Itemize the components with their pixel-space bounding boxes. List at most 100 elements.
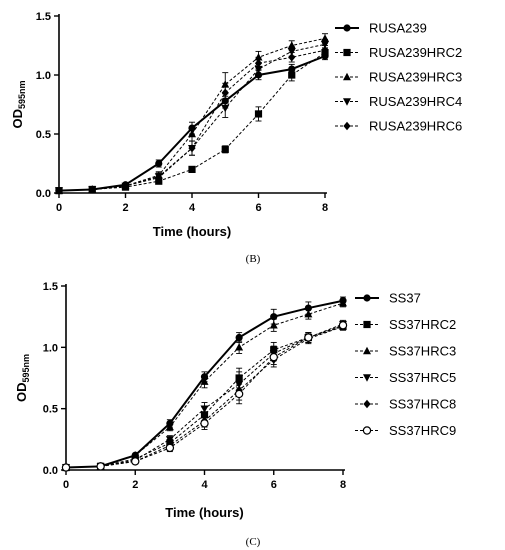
legend-label: RUSA239HRC3 <box>369 70 462 85</box>
legend-marker <box>343 98 351 106</box>
data-point <box>165 422 174 431</box>
data-point <box>221 88 229 97</box>
legend-label: RUSA239HRC2 <box>369 45 462 60</box>
data-point <box>321 46 329 55</box>
legend-item: SS37HRC8 <box>355 397 456 412</box>
series-line <box>65 323 344 469</box>
legend-label: SS37HRC2 <box>389 317 456 332</box>
series-ss37hrc8 <box>62 322 347 472</box>
legend-item: RUSA239HRC6 <box>335 119 462 134</box>
y-tick-label: 1.5 <box>43 281 58 293</box>
y-tick-label: 0.0 <box>43 465 58 477</box>
legend-label: SS37HRC8 <box>389 397 456 412</box>
data-point <box>235 343 244 351</box>
data-point <box>88 185 96 194</box>
data-point <box>188 129 196 138</box>
data-point <box>188 165 196 173</box>
data-point <box>55 186 63 195</box>
series-line <box>58 37 326 192</box>
data-point <box>234 389 244 399</box>
data-point <box>200 419 209 428</box>
legend-marker <box>363 399 371 409</box>
data-point <box>188 143 196 153</box>
legend-item: SS37HRC2 <box>355 317 456 332</box>
x-tick-label: 2 <box>132 479 138 491</box>
y-tick-label: 1.0 <box>36 70 51 82</box>
data-point <box>200 405 209 413</box>
legend-marker <box>343 72 351 81</box>
legend-marker <box>363 374 371 382</box>
data-point <box>155 173 163 182</box>
data-point <box>131 457 140 466</box>
x-tick-label: 6 <box>255 202 261 214</box>
legend-marker <box>343 24 351 32</box>
data-point <box>200 377 209 385</box>
legend-item: SS37HRC5 <box>355 370 456 385</box>
data-point <box>165 443 175 453</box>
legend-item: SS37HRC9 <box>355 423 456 438</box>
data-point <box>338 321 348 330</box>
x-tick-label: 4 <box>201 479 208 491</box>
series-rusa239hrc6 <box>55 45 329 195</box>
growth-chart-c: 0 2 4 6 8 0.0 0.5 1.0 1.5 Time (hours) OD595nm SS37… <box>14 281 456 520</box>
legend-item: RUSA239 <box>335 21 427 36</box>
x-tick-label: 6 <box>271 479 277 491</box>
legend-item: RUSA239HRC3 <box>335 70 462 85</box>
data-point <box>254 59 263 68</box>
data-point <box>235 333 243 342</box>
x-tick-label: 4 <box>189 202 196 214</box>
series-line <box>65 326 344 469</box>
panel-label-c: (C) <box>246 536 261 548</box>
data-point <box>304 333 313 342</box>
y-axis-label-subscript: 595nm <box>21 354 31 383</box>
legend-item: SS37HRC3 <box>355 344 456 359</box>
growth-chart-b: 0 2 4 6 8 0.0 0.5 1.0 1.5 Time (hours) OD595nm RUSA… <box>10 11 462 239</box>
data-point <box>304 304 312 312</box>
data-point <box>321 41 329 49</box>
y-tick-label: 0.5 <box>43 404 58 416</box>
data-point <box>165 436 174 444</box>
data-point <box>270 313 278 321</box>
series-ss37hrc3 <box>62 298 347 471</box>
data-point <box>288 53 296 62</box>
legend-marker <box>362 426 372 435</box>
data-point <box>269 321 278 329</box>
legend-label: SS37 <box>389 291 421 306</box>
data-point <box>155 159 163 168</box>
legend-item: RUSA239HRC2 <box>335 45 462 60</box>
legend-label: SS37HRC5 <box>389 370 456 385</box>
data-point <box>304 310 313 318</box>
y-axis-label-main: OD <box>10 109 25 129</box>
series-ss37hrc2 <box>62 322 347 472</box>
data-point <box>254 53 263 61</box>
y-axis-label-main: OD <box>14 383 29 403</box>
x-tick-label: 8 <box>322 202 328 214</box>
data-point <box>269 352 278 362</box>
legend-label: SS37HRC9 <box>389 423 456 438</box>
legend-marker <box>343 121 351 131</box>
data-point <box>221 145 229 153</box>
data-point <box>96 462 105 471</box>
y-axis-label: OD595nm <box>10 80 27 128</box>
legend-item: RUSA239HRC4 <box>335 94 462 109</box>
x-tick-label: 0 <box>63 479 69 491</box>
data-point <box>339 298 347 307</box>
y-tick-label: 0.5 <box>36 129 51 141</box>
y-tick-label: 1.0 <box>43 342 58 354</box>
legend-label: RUSA239 <box>369 21 427 36</box>
y-tick-label: 0.0 <box>36 188 51 200</box>
legend-marker <box>363 346 371 355</box>
legend-label: RUSA239HRC4 <box>369 94 462 109</box>
x-axis-label: Time (hours) <box>153 224 232 239</box>
x-tick-label: 2 <box>122 202 128 214</box>
legend-label: RUSA239HRC6 <box>369 119 462 134</box>
x-tick-label: 8 <box>340 479 346 491</box>
legend-marker <box>363 294 371 302</box>
data-point <box>254 110 263 118</box>
data-point <box>121 181 130 191</box>
y-axis-label: OD595nm <box>14 354 31 402</box>
series-line <box>65 326 344 469</box>
data-point <box>221 104 230 113</box>
series-ss37hrc5 <box>62 319 347 472</box>
